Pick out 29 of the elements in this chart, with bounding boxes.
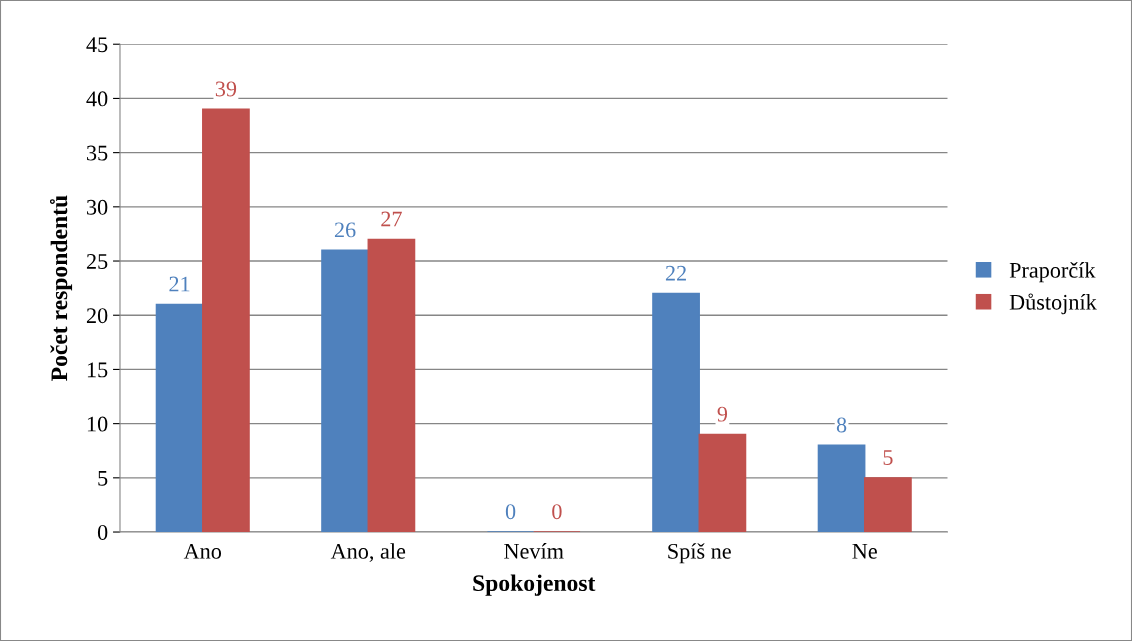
data-label: 21 [169,276,190,292]
data-label: 26 [334,222,356,238]
data-label: 0 [552,504,562,520]
y-tick-label: 5 [98,470,108,486]
x-tick-label: Ano [183,543,222,559]
data-label: 8 [836,417,847,433]
x-tick-label: Nevím [504,543,564,559]
legend-label: Praporčík [1009,262,1096,283]
y-tick-label: 20 [86,308,108,324]
y-tick-label: 10 [87,416,108,432]
y-tick-label: 40 [86,91,108,107]
y-axis-title: Počet respondentů [49,195,73,381]
y-tick-label: 0 [97,524,108,540]
y-tick-label: 25 [86,254,108,269]
data-label: 5 [883,450,893,465]
x-tick-label: Ne [852,544,877,559]
data-label: 22 [665,265,686,281]
y-tick-label: 15 [87,362,108,378]
x-tick-label: Spíš ne [668,543,731,564]
y-tick-label: 30 [87,199,108,215]
y-tick-label: 45 [86,37,108,53]
x-tick-label: Ano, ale [330,543,406,562]
y-tick-label: 35 [87,145,108,161]
data-label: 39 [215,81,237,97]
legend-label: Důstojník [1009,293,1097,315]
x-axis-title: Spokojenost [473,574,596,596]
data-label: 0 [505,504,516,520]
data-label: 9 [717,406,728,422]
data-label: 27 [381,211,402,227]
